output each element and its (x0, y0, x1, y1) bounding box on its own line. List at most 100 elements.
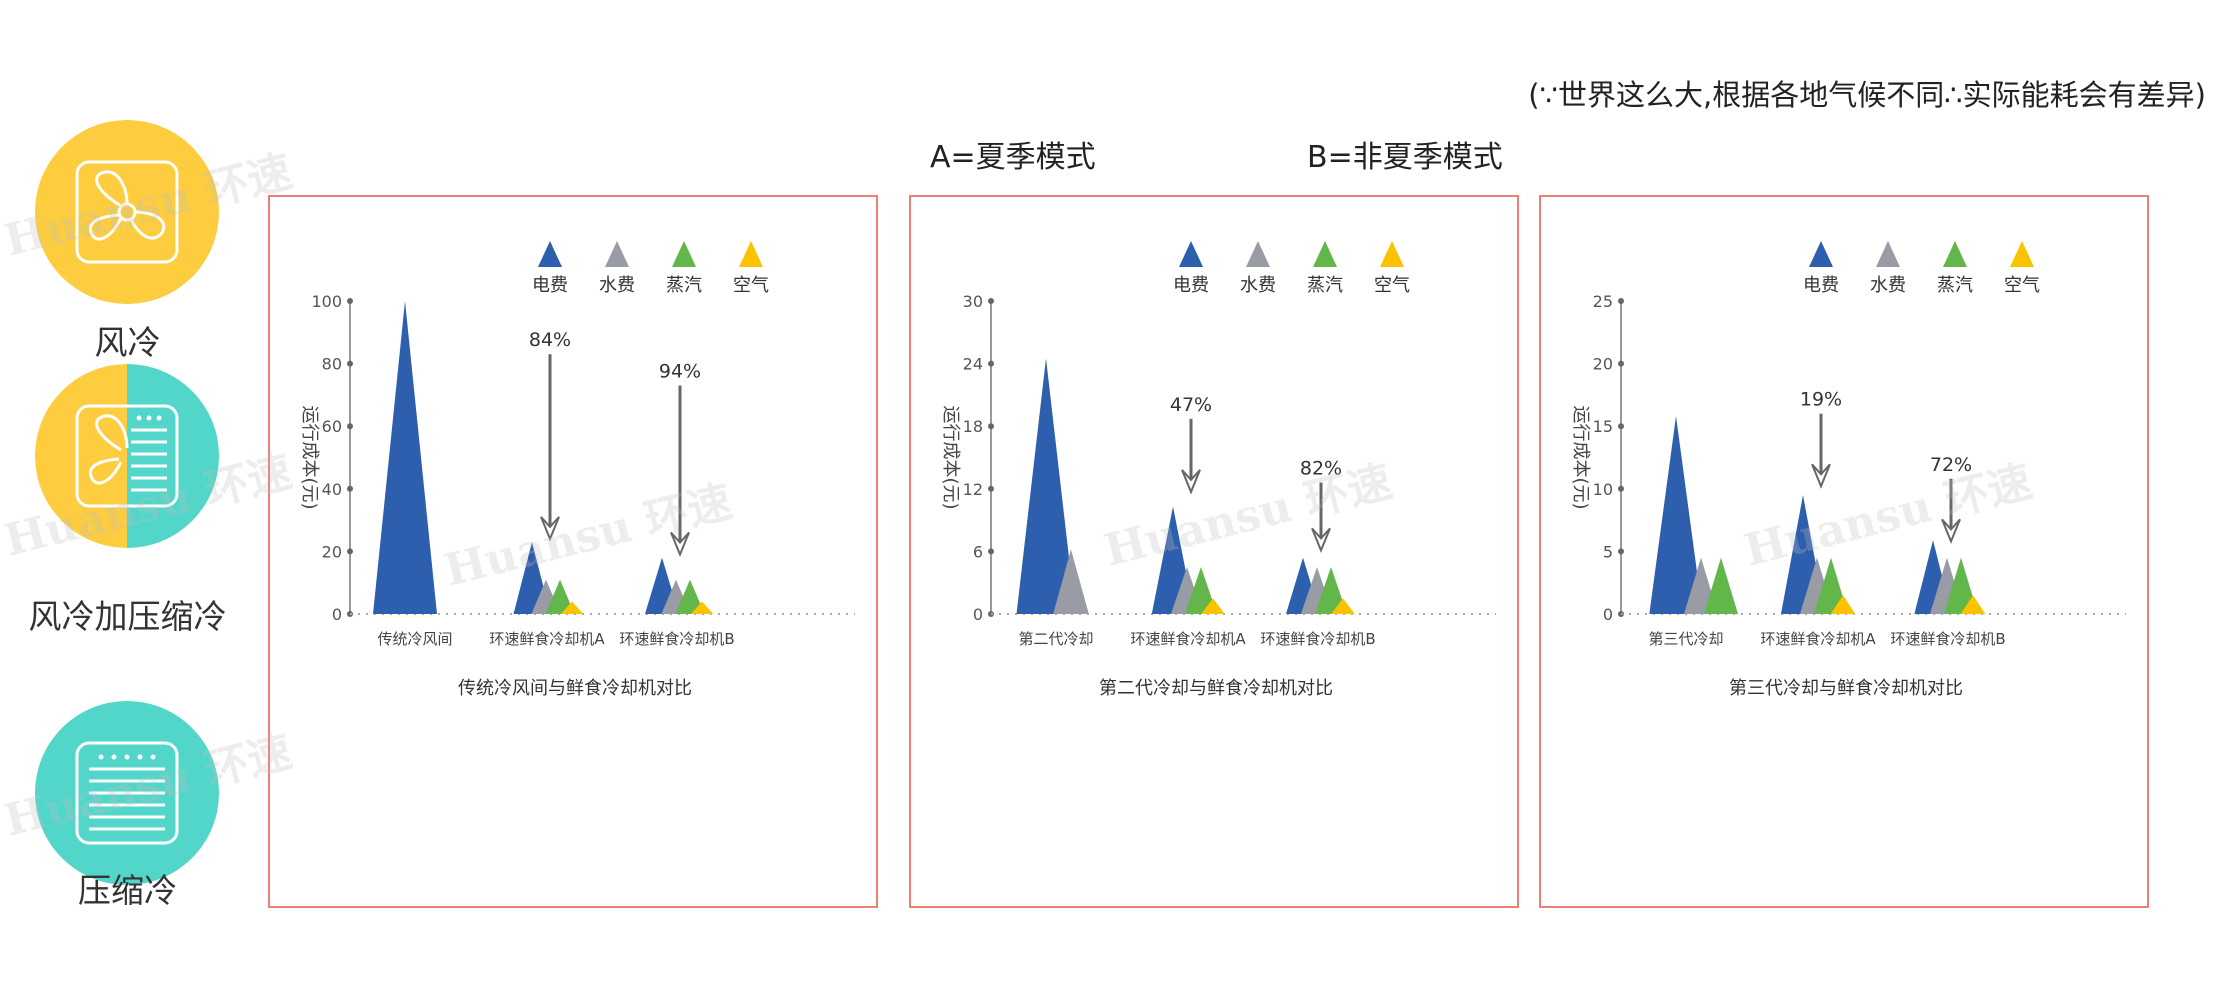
reduction-label: 19% (1800, 389, 1842, 411)
data-triangle (1201, 598, 1225, 614)
arrow-head-icon (1311, 527, 1331, 553)
y-tick-label: 0 (332, 605, 342, 624)
legend-label: 蒸汽 (666, 275, 702, 296)
y-tick-label: 0 (973, 605, 983, 624)
reduction-label: 47% (1170, 394, 1212, 416)
y-tick (1618, 423, 1624, 430)
data-triangle (373, 301, 437, 614)
y-axis-label: 运行成本(元) (1570, 405, 1591, 509)
data-triangle (1314, 567, 1348, 614)
data-triangle (560, 601, 584, 614)
y-tick-label: 30 (963, 292, 983, 311)
x-tick-label: 传统冷风间 (377, 630, 452, 648)
data-triangle (1703, 557, 1739, 614)
legend-label: 蒸汽 (1307, 275, 1343, 296)
legend-marker (739, 241, 763, 267)
chart-panel-3: 电费 水费 蒸汽 空气 0 5 10 15 20 25 运行成本(元) 第三代冷却 环速鲜食冷却机A 环速… (1539, 195, 2149, 908)
mode-b-label: B=非夏季模式 (1307, 140, 1503, 175)
fan-icon (35, 120, 219, 304)
legend-marker (1380, 241, 1404, 267)
y-tick (1618, 298, 1624, 304)
x-tick-label: 第二代冷却 (1018, 630, 1093, 648)
y-tick-label: 0 (1603, 605, 1613, 624)
chart-2: 电费 水费 蒸汽 空气 0 6 12 18 24 30 运行成本(元) 第二代冷却 环速鲜食冷却机A 环速… (940, 241, 1496, 699)
legend-marker (672, 241, 696, 267)
data-triangle (1960, 595, 1986, 614)
x-tick-label: 环速鲜食冷却机A (489, 630, 605, 648)
y-tick (347, 360, 353, 367)
y-axis-label: 运行成本(元) (940, 405, 961, 509)
chart-title: 第三代冷却与鲜食冷却机对比 (1729, 678, 1963, 699)
sidebar-label-compression-cooling: 压缩冷 (78, 871, 177, 910)
y-tick (347, 423, 353, 430)
legend-marker (1876, 241, 1900, 267)
data-triangle (1184, 567, 1218, 614)
fan-compressor-icon (35, 364, 219, 548)
y-tick-label: 20 (1593, 355, 1613, 374)
reduction-label: 72% (1930, 454, 1972, 476)
data-triangle (1016, 358, 1076, 614)
legend-label: 水费 (599, 275, 635, 296)
climate-note: (∵世界这么大,根据各地气候不同∴实际能耗会有差异) (1528, 78, 2206, 112)
legend-label: 蒸汽 (1937, 275, 1973, 296)
y-tick (1618, 548, 1624, 555)
x-tick-label: 环速鲜食冷却机A (1760, 630, 1876, 648)
x-tick-label: 环速鲜食冷却机B (1260, 630, 1375, 648)
y-tick-label: 20 (322, 542, 342, 561)
sidebar-label-air-plus-compression: 风冷加压缩冷 (28, 597, 227, 636)
chart-3: 电费 水费 蒸汽 空气 0 5 10 15 20 25 运行成本(元) 第三代冷却 环速鲜食冷却机A 环速… (1570, 241, 2126, 699)
arrow-head-icon (1811, 463, 1831, 489)
y-tick-label: 5 (1603, 542, 1613, 561)
y-tick (988, 360, 994, 367)
legend-marker (2010, 241, 2034, 267)
arrow-head-icon (670, 531, 690, 558)
data-triangle (545, 579, 575, 614)
y-tick-label: 12 (963, 480, 983, 499)
y-tick (988, 548, 994, 555)
compressor-icon (35, 701, 219, 885)
data-triangle (1813, 557, 1849, 614)
legend-label: 电费 (532, 275, 568, 296)
legend-marker (1809, 241, 1833, 267)
y-tick (988, 298, 994, 304)
y-tick (347, 548, 353, 555)
reduction-label: 84% (529, 329, 571, 351)
legend-marker (1943, 241, 1967, 267)
data-triangle (1649, 416, 1703, 614)
mode-a-label: A=夏季模式 (930, 140, 1096, 175)
y-tick-label: 15 (1593, 417, 1613, 436)
legend-label: 电费 (1173, 275, 1209, 296)
y-tick-label: 24 (963, 355, 983, 374)
legend-marker (605, 241, 629, 267)
chart-panel-2: 电费 水费 蒸汽 空气 0 6 12 18 24 30 运行成本(元) 第二代冷却 环速鲜食冷却机A 环速… (909, 195, 1519, 908)
y-tick-label: 60 (322, 417, 342, 436)
y-tick-label: 25 (1593, 292, 1613, 311)
x-tick-label: 环速鲜食冷却机A (1130, 630, 1246, 648)
arrow-head-icon (1181, 469, 1201, 495)
data-triangle (690, 601, 714, 614)
y-tick-label: 100 (311, 292, 342, 311)
x-tick-label: 环速鲜食冷却机B (619, 630, 734, 648)
legend-marker (1179, 241, 1203, 267)
y-tick-label: 10 (1593, 480, 1613, 499)
legend-marker (1313, 241, 1337, 267)
chart-panel-1: 电费 水费 蒸汽 空气 0 20 40 60 80 100 运行成本(元) 传统冷风间 环速鲜食冷却机A… (268, 195, 878, 908)
chart-title: 传统冷风间与鲜食冷却机对比 (458, 678, 692, 699)
legend-label: 电费 (1803, 275, 1839, 296)
legend-marker (538, 241, 562, 267)
arrow-head-icon (540, 516, 560, 542)
legend-label: 空气 (733, 275, 769, 296)
y-tick (1618, 485, 1624, 492)
y-tick-label: 18 (963, 417, 983, 436)
y-tick (347, 298, 353, 304)
reduction-label: 94% (659, 361, 701, 383)
chart-title: 第二代冷却与鲜食冷却机对比 (1099, 678, 1333, 699)
data-triangle (1053, 549, 1089, 614)
legend-label: 空气 (1374, 275, 1410, 296)
y-tick (347, 485, 353, 492)
legend-label: 水费 (1870, 275, 1906, 296)
x-tick-label: 环速鲜食冷却机B (1890, 630, 2005, 648)
y-tick-label: 80 (322, 355, 342, 374)
reduction-label: 82% (1300, 458, 1342, 480)
data-triangle (675, 579, 705, 614)
